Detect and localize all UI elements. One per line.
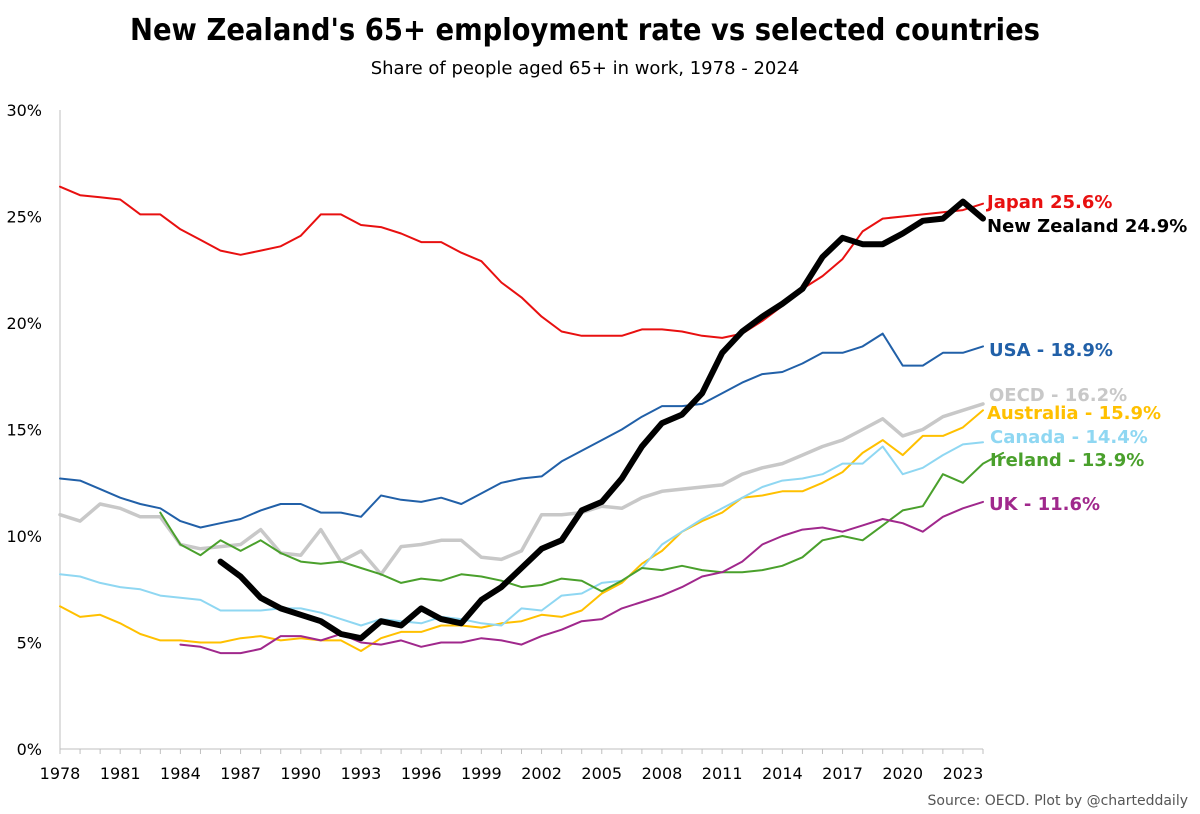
chart-subtitle: Share of people aged 65+ in work, 1978 -… — [371, 58, 800, 79]
x-tick-label: 1978 — [40, 764, 81, 783]
series-line-uk — [179, 500, 984, 655]
series-end-labels: OECD - 16.2%Australia - 15.9% Canada - 14… — [985, 192, 1187, 515]
x-tick-label: 2020 — [882, 764, 923, 783]
x-tick-label: 1987 — [220, 764, 261, 783]
series-line-new-zealand — [217, 198, 986, 642]
end-label-oecd: OECD - 16.2% — [989, 385, 1127, 406]
x-tick-label: 2002 — [521, 764, 562, 783]
end-label-uk: UK - 11.6% — [989, 494, 1100, 515]
y-tick-label: 5% — [17, 634, 42, 653]
x-tick-label: 1999 — [461, 764, 502, 783]
end-label-new-zealand: New Zealand 24.9% — [987, 216, 1187, 237]
end-label-australia: Australia - 15.9% — [987, 403, 1161, 424]
y-axis-ticks: 0% 5% 10% 15% 20% 25% 30% — [6, 101, 42, 759]
x-axis-ticks: 1978 1981 1984 1987 1990 1993 1996 1999 2002 2005… — [40, 749, 984, 783]
series-line-usa — [59, 332, 984, 529]
x-tick-label: 2008 — [642, 764, 683, 783]
x-tick-label: 1993 — [341, 764, 382, 783]
series-lines — [58, 185, 1005, 655]
x-tick-label: 1984 — [160, 764, 201, 783]
x-tick-label: 2017 — [822, 764, 863, 783]
end-label-canada: Canada - 14.4% — [990, 427, 1148, 448]
end-label-usa: USA - 18.9% — [989, 340, 1113, 361]
x-tick-label: 2005 — [581, 764, 622, 783]
y-tick-label: 10% — [6, 527, 42, 546]
y-tick-label: 30% — [6, 101, 42, 120]
series-line-oecd — [58, 402, 985, 577]
chart-title: New Zealand's 65+ employment rate vs sel… — [130, 13, 1040, 48]
end-label-japan: Japan 25.6% — [985, 192, 1112, 213]
y-tick-label: 20% — [6, 314, 42, 333]
series-line-australia — [59, 409, 984, 652]
y-tick-label: 15% — [6, 421, 42, 440]
source-note: Source: OECD. Plot by @charteddaily — [928, 793, 1188, 809]
x-tick-label: 2014 — [762, 764, 803, 783]
x-tick-label: 2023 — [943, 764, 984, 783]
x-tick-label: 1996 — [401, 764, 442, 783]
x-tick-label: 1981 — [100, 764, 141, 783]
x-tick-label: 1990 — [280, 764, 321, 783]
y-tick-label: 0% — [17, 740, 42, 759]
end-label-ireland: Ireland - 13.9% — [990, 450, 1144, 471]
series-line-ireland — [159, 451, 1005, 593]
y-tick-label: 25% — [6, 208, 42, 227]
series-line-canada — [59, 441, 984, 627]
series-line-japan — [59, 185, 984, 339]
x-tick-label: 2011 — [702, 764, 743, 783]
